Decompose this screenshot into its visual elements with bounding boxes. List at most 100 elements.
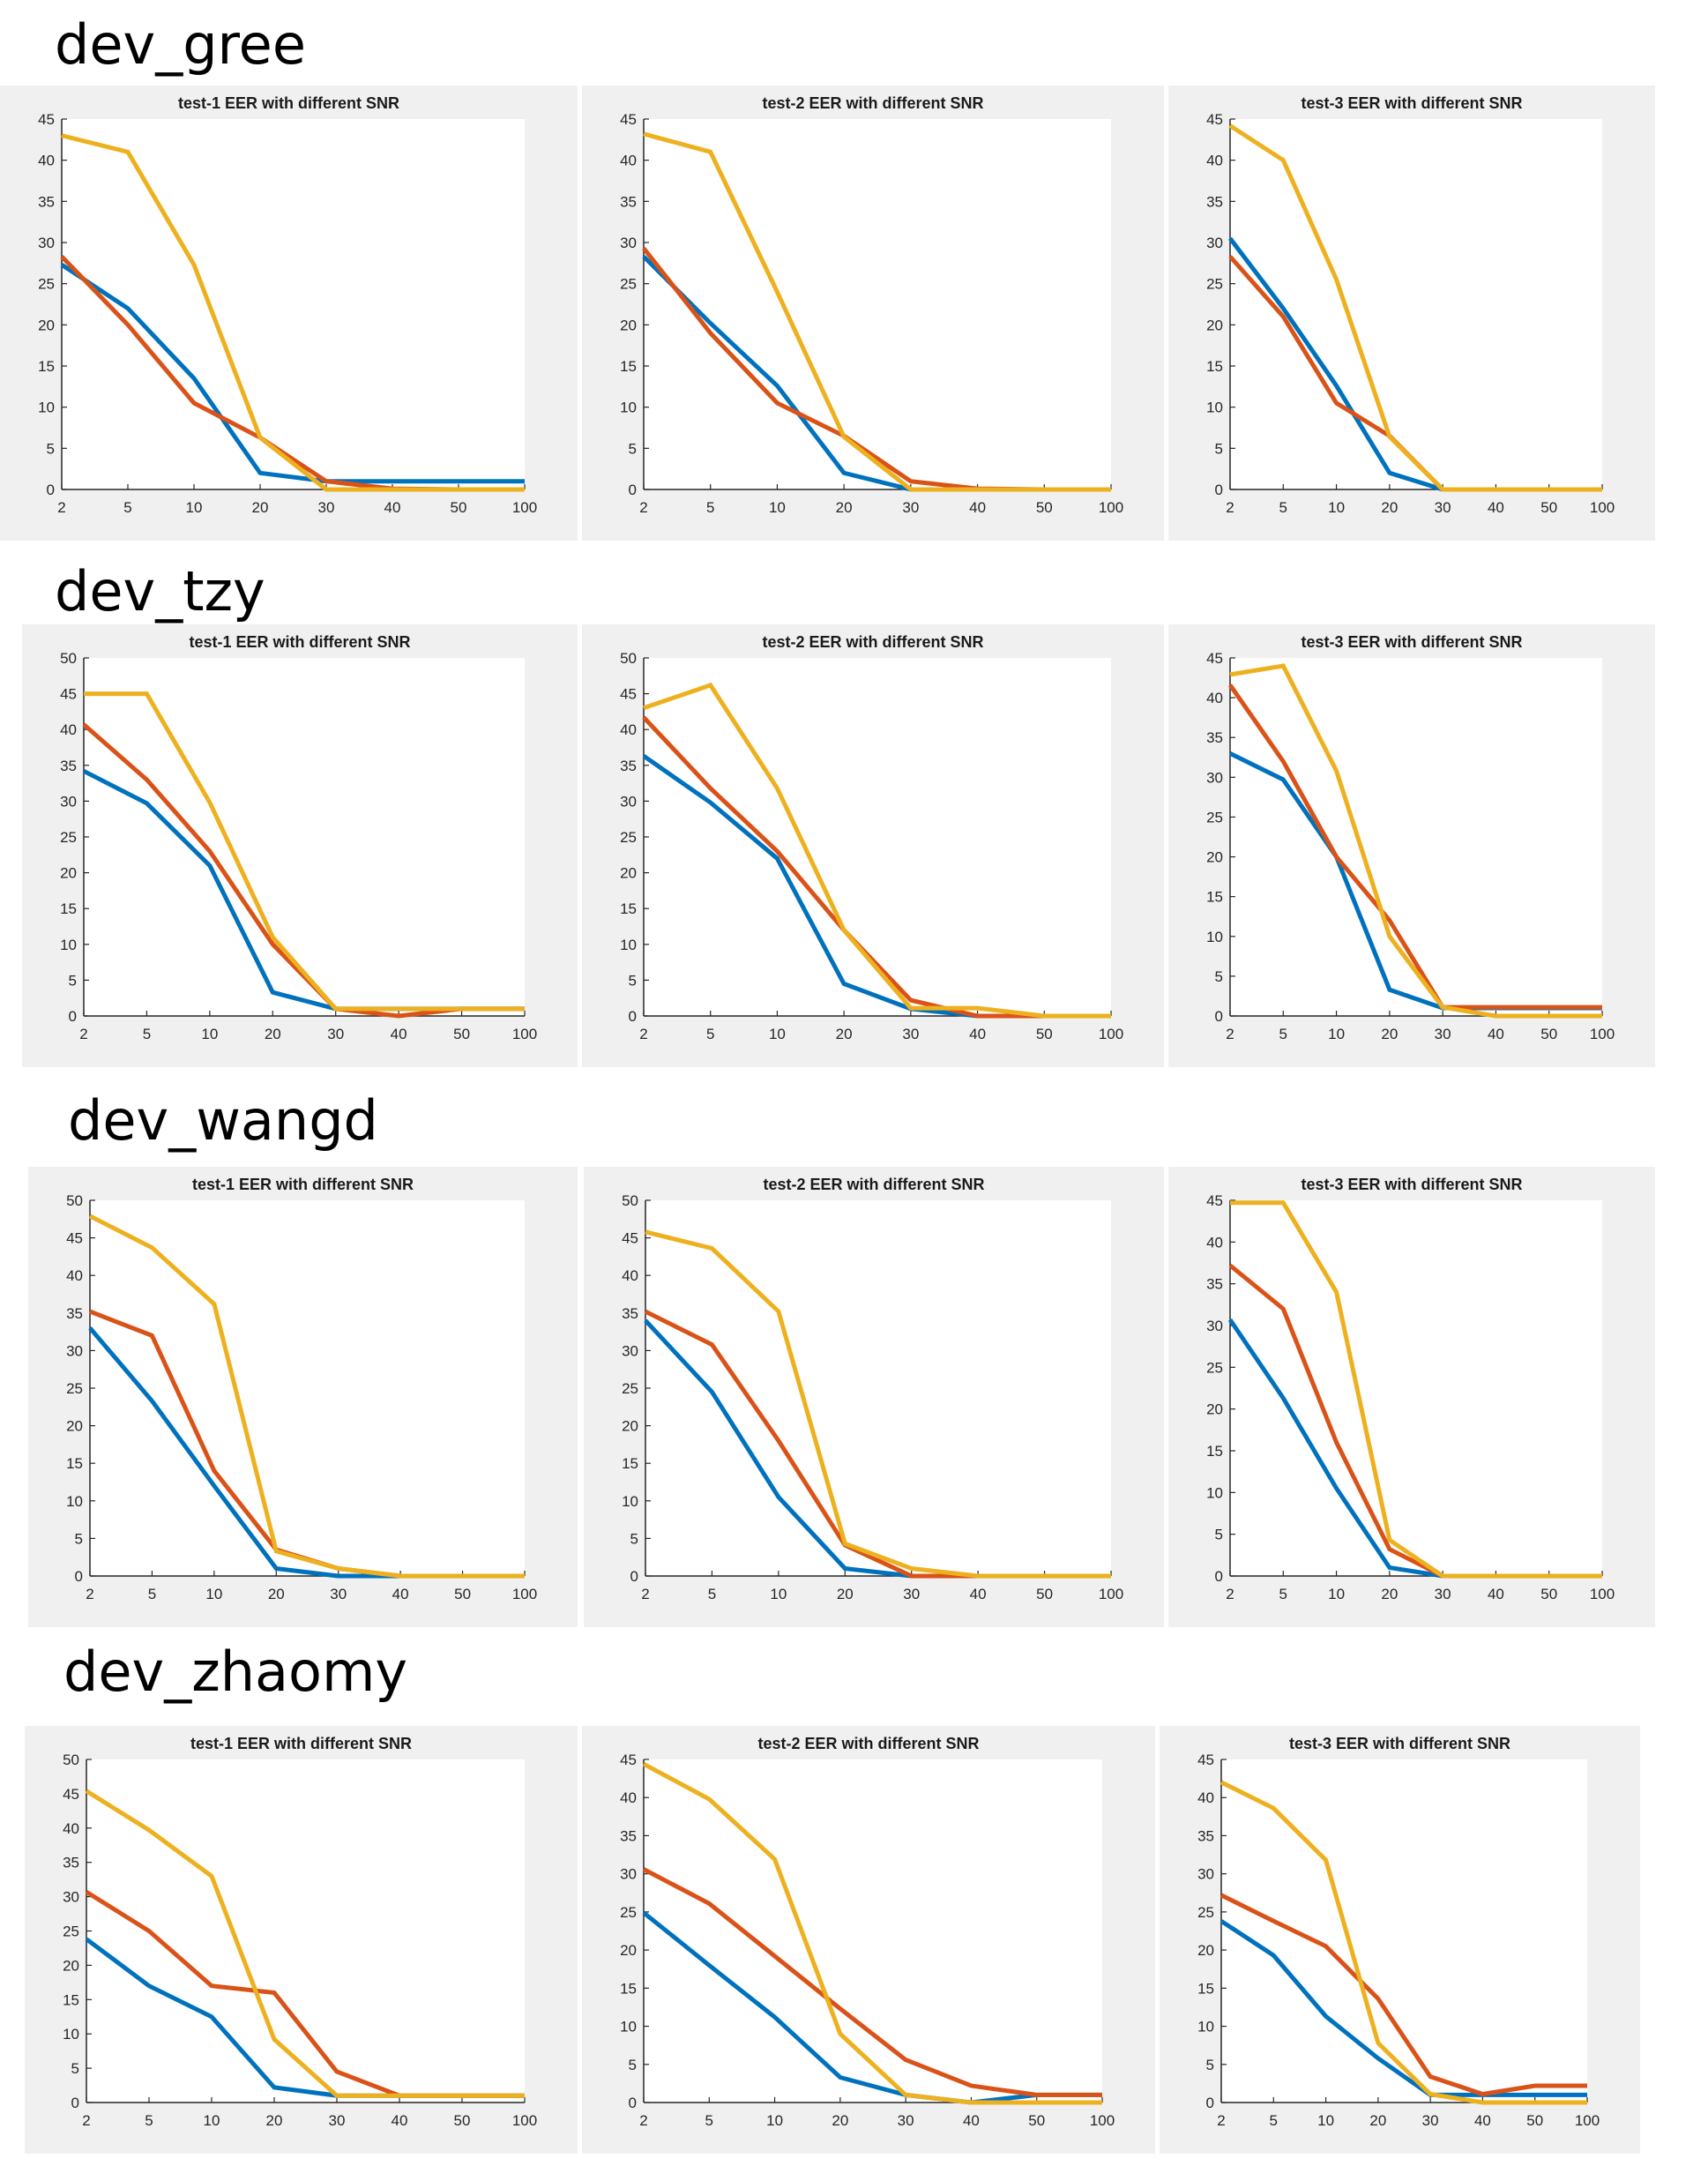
x-tick-label: 50	[1540, 1586, 1557, 1602]
x-tick-label: 20	[1369, 2112, 1386, 2129]
x-tick-label: 30	[1435, 1586, 1451, 1602]
chart-panel: test-1 EER with different SNR 2 5 10 20 30 40 5…	[25, 1726, 578, 2154]
y-tick-label: 25	[60, 829, 77, 846]
x-tick-label: 30	[330, 1586, 347, 1602]
x-tick-label: 2	[1226, 1586, 1234, 1602]
x-tick-label: 40	[1488, 1586, 1504, 1602]
chart-panel: test-3 EER with different SNR 2 5 10 20 30 40 5…	[1168, 86, 1655, 541]
y-tick-label: 0	[75, 1568, 83, 1585]
y-tick-label: 40	[620, 1789, 637, 1806]
x-tick-label: 2	[82, 2112, 90, 2129]
x-tick-label: 50	[454, 1586, 471, 1602]
x-tick-label: 5	[143, 1026, 151, 1042]
x-tick-label: 50	[451, 499, 467, 516]
y-tick-label: 30	[1206, 1318, 1223, 1334]
x-tick-label: 100	[512, 1586, 537, 1602]
chart-panel: test-2 EER with different SNR 2 5 10 20 30 40 5…	[582, 1726, 1155, 2154]
chart-title: test-1 EER with different SNR	[177, 94, 400, 112]
y-tick-label: 20	[1197, 1942, 1214, 1959]
x-tick-label: 5	[148, 1586, 156, 1602]
y-tick-label: 40	[1206, 1234, 1223, 1251]
x-tick-label: 100	[512, 499, 537, 516]
x-tick-label: 40	[1488, 499, 1504, 516]
y-tick-label: 25	[1206, 809, 1223, 825]
y-tick-label: 40	[63, 1820, 79, 1837]
y-tick-label: 20	[60, 865, 77, 882]
series-line-red	[1227, 683, 1602, 1010]
plot-area	[86, 1759, 525, 2103]
y-tick-label: 45	[1206, 111, 1223, 128]
x-tick-label: 5	[1279, 1586, 1287, 1602]
y-tick-label: 5	[1206, 2057, 1214, 2073]
x-tick-label: 2	[57, 499, 65, 516]
x-tick-label: 100	[1090, 2112, 1115, 2129]
y-tick-label: 30	[1206, 769, 1223, 786]
x-tick-label: 20	[266, 2112, 283, 2129]
y-tick-label: 30	[1206, 235, 1223, 251]
y-tick-label: 25	[620, 1904, 637, 1921]
y-tick-label: 50	[622, 1192, 638, 1209]
chart-panel: test-2 EER with different SNR 2 5 10 20 30 40 5…	[582, 86, 1164, 541]
y-tick-label: 45	[620, 111, 637, 128]
y-tick-label: 40	[620, 721, 637, 738]
x-tick-label: 5	[145, 2112, 153, 2129]
y-tick-label: 20	[620, 317, 637, 333]
y-tick-label: 5	[629, 440, 637, 457]
x-tick-label: 100	[1099, 1026, 1123, 1042]
x-tick-label: 50	[1526, 2112, 1543, 2129]
x-tick-label: 30	[1435, 499, 1451, 516]
y-tick-label: 10	[1206, 400, 1223, 416]
y-tick-label: 5	[75, 1530, 83, 1547]
x-tick-label: 40	[1488, 1026, 1504, 1042]
x-tick-label: 50	[1036, 1586, 1053, 1602]
series-line-yellow	[645, 1229, 1111, 1579]
y-tick-label: 30	[60, 793, 77, 810]
y-tick-label: 45	[622, 1230, 638, 1247]
y-tick-label: 25	[622, 1380, 638, 1397]
chart-panel: test-1 EER with different SNR 2 5 10 20 30 40 5…	[22, 624, 578, 1067]
y-tick-label: 35	[1206, 729, 1223, 746]
x-tick-label: 20	[1381, 1586, 1398, 1602]
x-tick-label: 50	[1540, 1026, 1557, 1042]
y-tick-label: 40	[620, 153, 637, 169]
chart-panel: test-3 EER with different SNR 2 5 10 20 30 40 5…	[1168, 1167, 1655, 1627]
x-tick-label: 50	[1036, 1026, 1053, 1042]
x-tick-label: 30	[902, 1026, 919, 1042]
y-tick-label: 20	[1206, 317, 1223, 333]
y-tick-label: 30	[1197, 1866, 1214, 1883]
chart-title: test-3 EER with different SNR	[1301, 633, 1523, 651]
chart-title: test-3 EER with different SNR	[1301, 1176, 1523, 1193]
y-tick-label: 35	[620, 758, 637, 774]
y-tick-label: 40	[622, 1267, 638, 1284]
x-tick-label: 20	[837, 1586, 854, 1602]
x-tick-label: 2	[639, 499, 647, 516]
y-tick-label: 25	[1206, 1359, 1223, 1376]
x-tick-label: 10	[186, 499, 203, 516]
y-tick-label: 50	[66, 1192, 83, 1209]
chart-title: test-1 EER with different SNR	[189, 633, 411, 651]
y-tick-label: 35	[60, 758, 77, 774]
y-tick-label: 30	[620, 235, 637, 251]
y-tick-label: 5	[629, 972, 637, 989]
y-tick-label: 10	[63, 2026, 79, 2043]
y-tick-label: 0	[71, 2095, 79, 2111]
y-tick-label: 15	[38, 358, 55, 375]
y-tick-label: 0	[1215, 482, 1223, 498]
x-tick-label: 50	[1028, 2112, 1045, 2129]
y-tick-label: 50	[60, 650, 77, 667]
y-tick-label: 20	[620, 1942, 637, 1959]
x-tick-label: 20	[1381, 1026, 1398, 1042]
y-tick-label: 15	[63, 1991, 79, 2008]
x-tick-label: 40	[1474, 2112, 1491, 2129]
x-tick-label: 30	[903, 1586, 920, 1602]
x-tick-label: 5	[706, 499, 714, 516]
y-tick-label: 10	[622, 1493, 638, 1510]
x-tick-label: 100	[1099, 499, 1123, 516]
y-tick-label: 10	[1206, 929, 1223, 945]
y-tick-label: 10	[1197, 2019, 1214, 2035]
x-tick-label: 30	[902, 499, 919, 516]
plot-area	[1230, 1200, 1602, 1576]
